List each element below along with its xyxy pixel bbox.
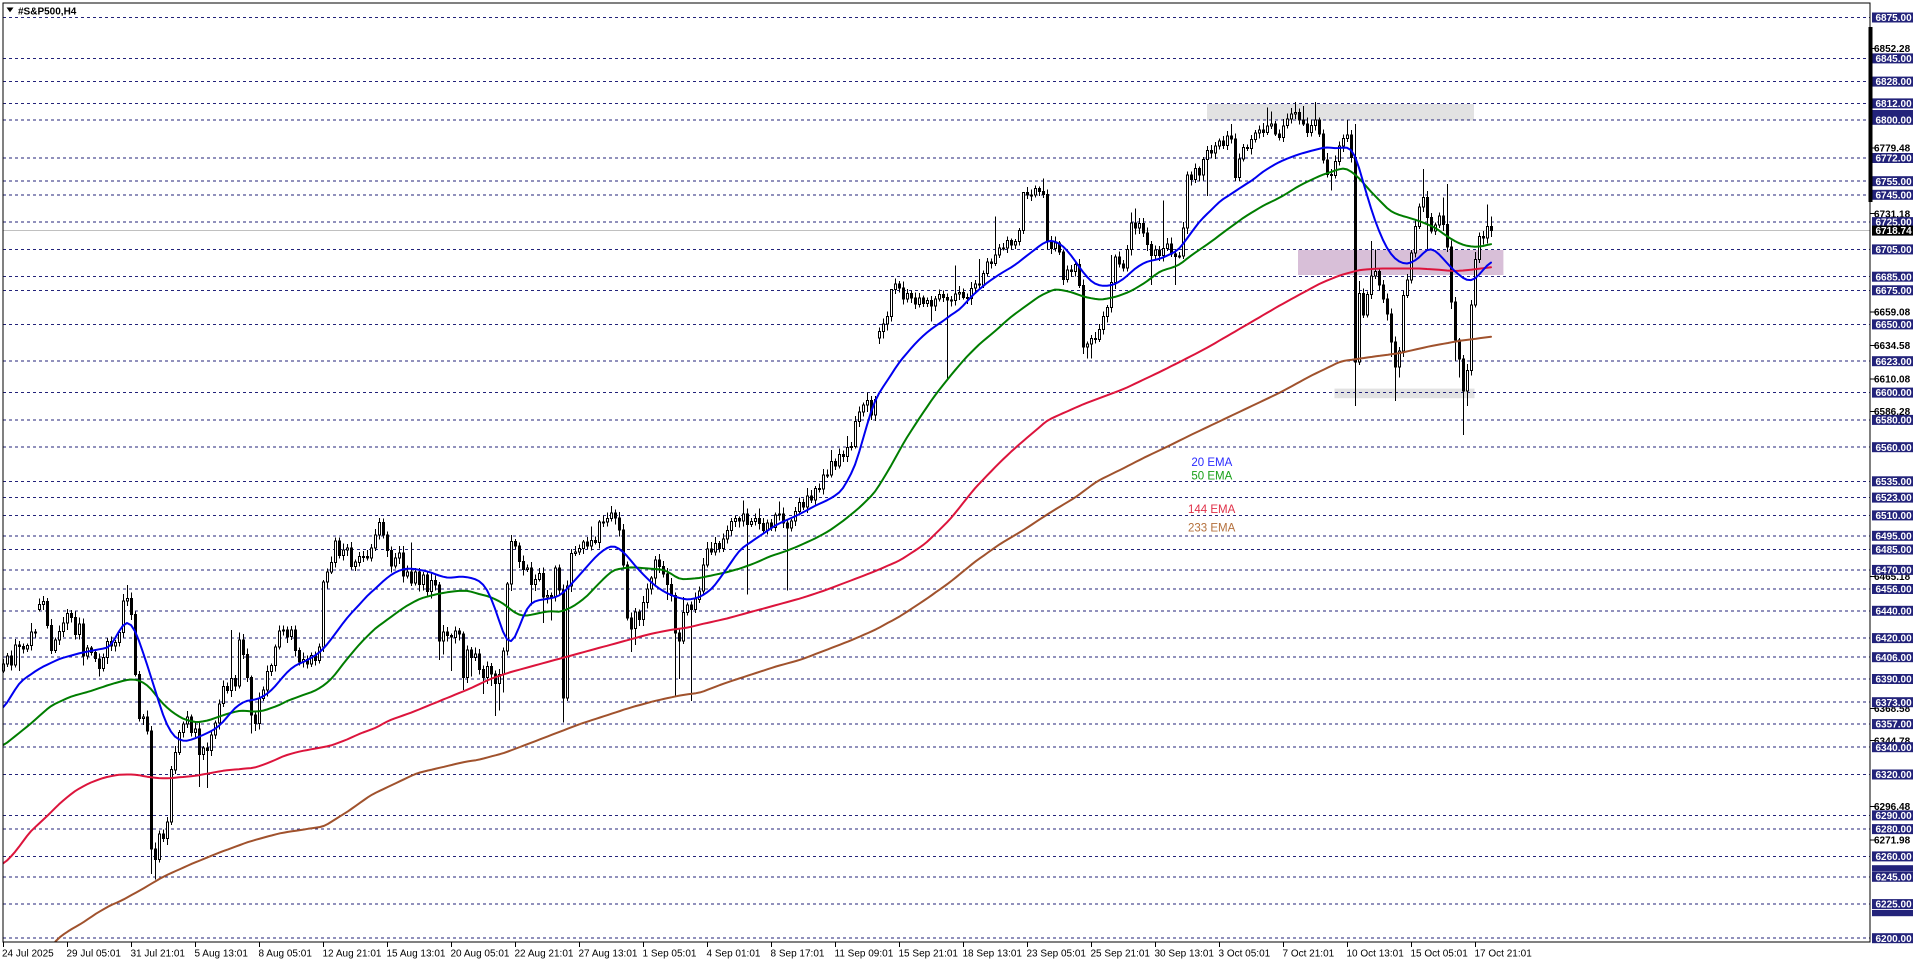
svg-text:6535.00: 6535.00	[1876, 477, 1913, 488]
svg-text:144 EMA: 144 EMA	[1188, 504, 1236, 516]
svg-text:6373.00: 6373.00	[1876, 698, 1913, 709]
svg-text:6340.00: 6340.00	[1876, 743, 1913, 754]
svg-text:24 Jul 2025: 24 Jul 2025	[2, 949, 54, 960]
svg-text:6280.00: 6280.00	[1876, 825, 1913, 836]
svg-text:6465.18: 6465.18	[1874, 572, 1911, 583]
svg-text:6580.00: 6580.00	[1876, 416, 1913, 427]
svg-text:27 Aug 13:01: 27 Aug 13:01	[579, 949, 638, 960]
svg-text:6828.00: 6828.00	[1876, 77, 1913, 88]
svg-text:6470.00: 6470.00	[1876, 566, 1913, 577]
svg-text:6852.28: 6852.28	[1874, 44, 1911, 55]
svg-text:6610.08: 6610.08	[1874, 375, 1911, 386]
svg-text:6586.28: 6586.28	[1874, 407, 1911, 418]
svg-text:6344.78: 6344.78	[1874, 736, 1911, 747]
svg-text:15 Oct 05:01: 15 Oct 05:01	[1411, 949, 1469, 960]
svg-text:6456.00: 6456.00	[1876, 585, 1913, 596]
svg-text:6390.00: 6390.00	[1876, 675, 1913, 686]
svg-text:25 Sep 21:01: 25 Sep 21:01	[1091, 949, 1151, 960]
svg-text:15 Sep 21:01: 15 Sep 21:01	[899, 949, 959, 960]
svg-text:17 Oct 21:01: 17 Oct 21:01	[1475, 949, 1533, 960]
svg-text:6245.00: 6245.00	[1876, 872, 1913, 883]
svg-text:6675.00: 6675.00	[1876, 286, 1913, 297]
svg-text:6685.00: 6685.00	[1876, 272, 1913, 283]
svg-text:22 Aug 21:01: 22 Aug 21:01	[515, 949, 574, 960]
svg-text:8 Aug 05:01: 8 Aug 05:01	[259, 949, 313, 960]
svg-text:30 Sep 13:01: 30 Sep 13:01	[1155, 949, 1215, 960]
svg-text:6523.00: 6523.00	[1876, 493, 1913, 504]
svg-text:6812.00: 6812.00	[1876, 99, 1913, 110]
svg-text:6485.00: 6485.00	[1876, 545, 1913, 556]
svg-text:6718.74: 6718.74	[1876, 226, 1913, 237]
svg-text:5 Aug 13:01: 5 Aug 13:01	[195, 949, 249, 960]
svg-text:6260.00: 6260.00	[1876, 852, 1913, 863]
svg-text:6772.00: 6772.00	[1876, 154, 1913, 165]
svg-text:6845.00: 6845.00	[1876, 54, 1913, 65]
svg-text:6875.00: 6875.00	[1876, 13, 1913, 24]
svg-text:6745.00: 6745.00	[1876, 190, 1913, 201]
svg-text:12 Aug 21:01: 12 Aug 21:01	[323, 949, 382, 960]
svg-text:29 Jul 05:01: 29 Jul 05:01	[67, 949, 122, 960]
svg-text:6368.58: 6368.58	[1874, 704, 1911, 715]
svg-text:31 Jul 21:01: 31 Jul 21:01	[131, 949, 186, 960]
svg-text:6290.00: 6290.00	[1876, 811, 1913, 822]
svg-text:50 EMA: 50 EMA	[1191, 470, 1232, 482]
svg-text:6560.00: 6560.00	[1876, 443, 1913, 454]
svg-text:6705.00: 6705.00	[1876, 245, 1913, 256]
svg-text:18 Sep 13:01: 18 Sep 13:01	[963, 949, 1023, 960]
svg-text:20 EMA: 20 EMA	[1191, 457, 1232, 469]
svg-text:6440.00: 6440.00	[1876, 606, 1913, 617]
svg-text:10 Oct 13:01: 10 Oct 13:01	[1347, 949, 1405, 960]
svg-text:6650.00: 6650.00	[1876, 320, 1913, 331]
svg-text:6420.00: 6420.00	[1876, 634, 1913, 645]
svg-text:15 Aug 13:01: 15 Aug 13:01	[387, 949, 446, 960]
svg-text:6225.00: 6225.00	[1876, 900, 1913, 911]
svg-text:#S&P500,H4: #S&P500,H4	[18, 7, 77, 18]
svg-text:6357.00: 6357.00	[1876, 720, 1913, 731]
svg-text:233 EMA: 233 EMA	[1188, 523, 1236, 535]
svg-text:6296.48: 6296.48	[1874, 802, 1911, 813]
svg-text:6510.00: 6510.00	[1876, 511, 1913, 522]
svg-text:3 Oct 05:01: 3 Oct 05:01	[1219, 949, 1271, 960]
svg-text:4 Sep 01:01: 4 Sep 01:01	[707, 949, 761, 960]
svg-text:6623.00: 6623.00	[1876, 357, 1913, 368]
svg-text:23 Sep 05:01: 23 Sep 05:01	[1027, 949, 1087, 960]
svg-text:6200.00: 6200.00	[1876, 934, 1913, 945]
svg-text:6406.00: 6406.00	[1876, 653, 1913, 664]
svg-text:11 Sep 09:01: 11 Sep 09:01	[835, 949, 894, 960]
svg-text:6659.08: 6659.08	[1874, 308, 1911, 319]
svg-text:6731.18: 6731.18	[1874, 209, 1911, 220]
svg-text:6320.00: 6320.00	[1876, 770, 1913, 781]
svg-text:1 Sep 05:01: 1 Sep 05:01	[643, 949, 697, 960]
svg-text:6779.48: 6779.48	[1874, 143, 1911, 154]
svg-text:8 Sep 17:01: 8 Sep 17:01	[771, 949, 825, 960]
svg-text:20 Aug 05:01: 20 Aug 05:01	[451, 949, 510, 960]
svg-text:6755.00: 6755.00	[1876, 177, 1913, 188]
svg-text:7 Oct 21:01: 7 Oct 21:01	[1283, 949, 1335, 960]
svg-text:6600.00: 6600.00	[1876, 388, 1913, 399]
svg-text:6725.00: 6725.00	[1876, 218, 1913, 229]
svg-text:6800.00: 6800.00	[1876, 115, 1913, 126]
svg-text:6634.58: 6634.58	[1874, 341, 1911, 352]
svg-text:6271.98: 6271.98	[1874, 836, 1911, 847]
svg-text:6495.00: 6495.00	[1876, 531, 1913, 542]
